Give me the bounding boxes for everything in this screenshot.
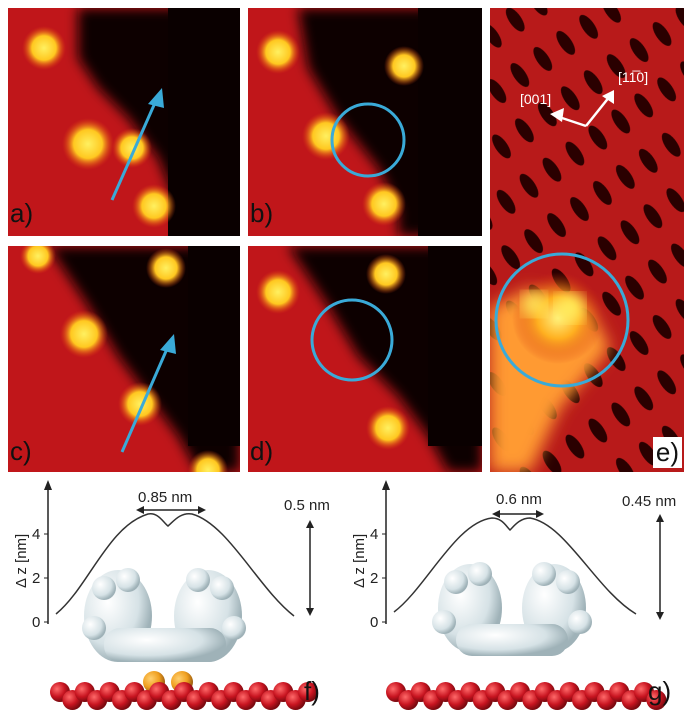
- y-axis-label: Δ z [nm]: [13, 534, 30, 588]
- panel-label-c: c): [10, 436, 32, 466]
- substrate-row: [386, 682, 667, 710]
- panel-label-a: a): [10, 198, 34, 228]
- height-label: 0.45 nm: [622, 493, 676, 510]
- molecule-model: [82, 568, 246, 662]
- tick-label: 4: [370, 526, 378, 543]
- panel-label-g: g): [648, 676, 672, 706]
- molecule-blob: [132, 184, 176, 228]
- width-label: 0.85 nm: [138, 489, 192, 506]
- direction-arrow: [148, 88, 164, 108]
- panel-g: 4 2 0 Δ z [nm] 0.6 nm 0.45 nm g): [346, 478, 686, 710]
- substrate-atom: [298, 682, 318, 702]
- substrate-atom: [646, 690, 667, 710]
- width-label: 0.6 nm: [496, 491, 542, 508]
- panel-e: [001] [11̅0] e): [490, 8, 684, 472]
- panel-a: a): [8, 8, 240, 236]
- molecule-model: [432, 562, 592, 656]
- panel-f: 4 2 0 Δ z [nm] 0.85 nm 0.5 nm f): [8, 478, 338, 710]
- tick-label: 4: [32, 526, 40, 543]
- panel-label-f: f): [304, 676, 320, 706]
- direction-label-1-10: [11̅0]: [618, 69, 648, 85]
- y-axis-label: Δ z [nm]: [351, 534, 368, 588]
- tick-label: 2: [32, 570, 40, 587]
- molecule-blob: [62, 118, 114, 170]
- highlight-circle: [330, 102, 406, 178]
- panel-label-e: e): [652, 437, 682, 468]
- panel-c: c): [8, 246, 240, 472]
- direction-label-001: [001]: [520, 91, 551, 107]
- substrate-row: [50, 682, 318, 710]
- panel-label-d: d): [250, 436, 274, 466]
- tick-label: 0: [370, 614, 378, 631]
- tick-label: 0: [32, 614, 40, 631]
- molecule-blob: [112, 128, 152, 168]
- molecule-blob: [22, 26, 66, 70]
- panel-label-b: b): [250, 198, 274, 228]
- tick-label: 2: [370, 570, 378, 587]
- panel-b: b): [248, 8, 482, 236]
- height-label: 0.5 nm: [284, 497, 330, 514]
- panel-d: d): [248, 246, 482, 472]
